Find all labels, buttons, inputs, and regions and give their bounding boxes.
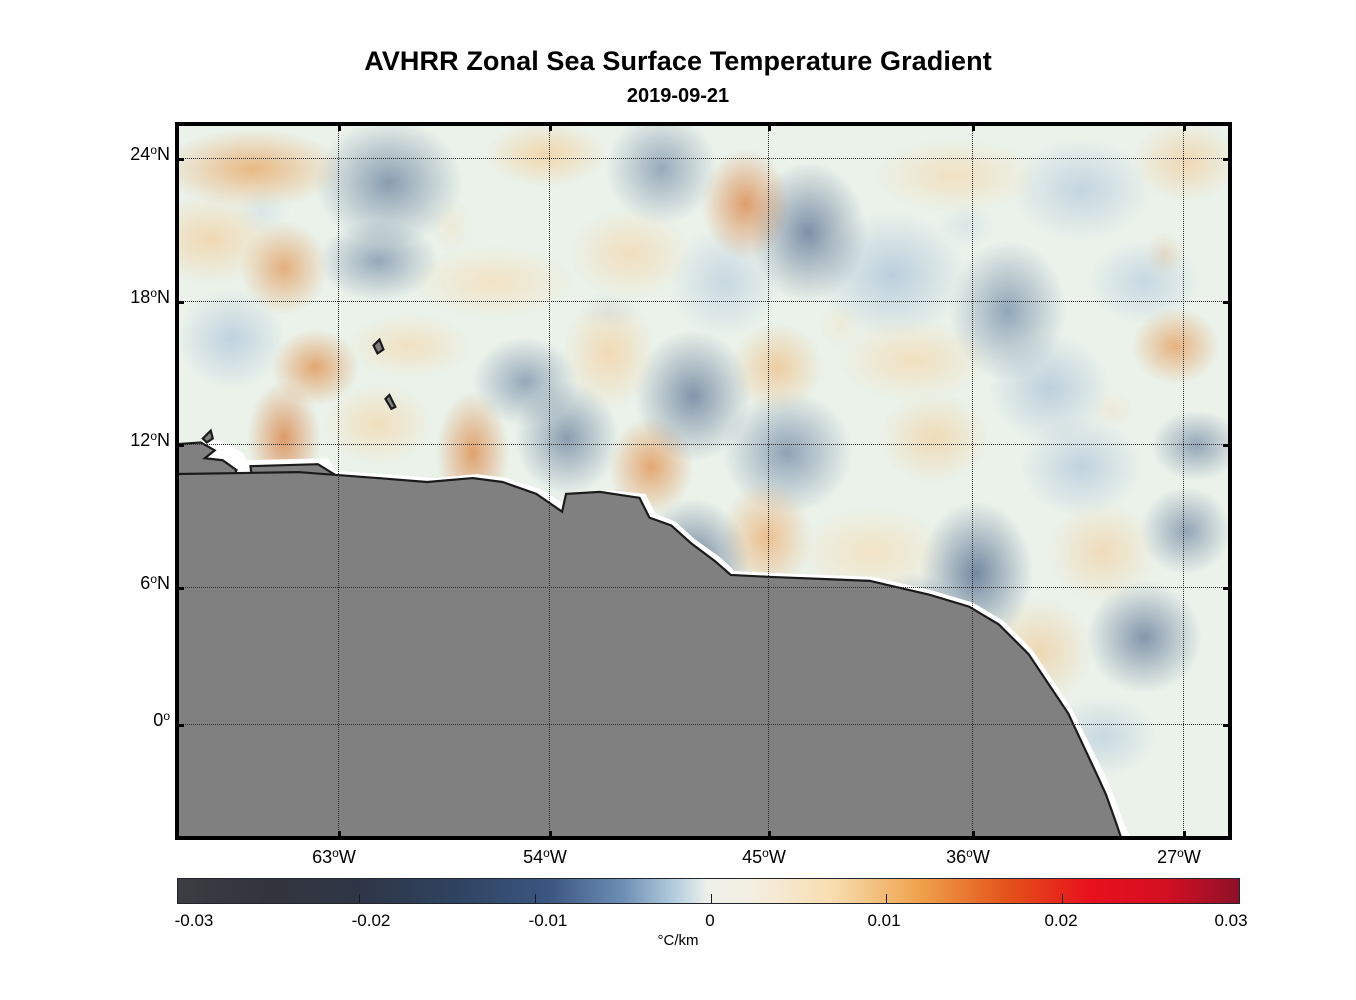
colorbar-gradient bbox=[177, 878, 1240, 904]
ytick-left-18n bbox=[179, 301, 184, 304]
ytick-left-0 bbox=[179, 724, 184, 727]
colorbar-tick-0 bbox=[710, 894, 712, 903]
colorbar-tick-0.01 bbox=[886, 894, 888, 903]
ytick-label-0: 0o bbox=[153, 709, 170, 730]
ytick-right-24n bbox=[1223, 158, 1228, 161]
map-panel[interactable] bbox=[175, 122, 1232, 840]
xtick-label-45w: 45oW bbox=[742, 846, 786, 867]
ytick-right-18n bbox=[1223, 301, 1228, 304]
colorbar-label-0.02: 0.02 bbox=[1044, 911, 1078, 930]
xtick-top-63w bbox=[338, 126, 341, 131]
xtick-label-54w: 54oW bbox=[523, 846, 567, 867]
xtick-bottom-27w bbox=[1183, 831, 1186, 836]
colorbar-label-0: 0 bbox=[705, 911, 715, 930]
xtick-bottom-54w bbox=[549, 831, 552, 836]
map-field-area bbox=[179, 126, 1228, 836]
xtick-top-36w bbox=[972, 126, 975, 131]
page-title: AVHRR Zonal Sea Surface Temperature Grad… bbox=[364, 46, 992, 76]
ytick-label-18n: 18oN bbox=[130, 286, 170, 307]
colorbar-tick--0.01 bbox=[535, 894, 537, 903]
ytick-right-0 bbox=[1223, 724, 1228, 727]
colorbar-label--0.01: -0.01 bbox=[528, 911, 568, 930]
ytick-label-12n: 12oN bbox=[130, 429, 170, 450]
xtick-top-54w bbox=[549, 126, 552, 131]
date-subtitle: 2019-09-21 bbox=[626, 85, 730, 107]
xtick-top-45w bbox=[768, 126, 771, 131]
ytick-left-24n bbox=[179, 158, 184, 161]
colorbar-label-0.03: 0.03 bbox=[1214, 911, 1248, 930]
xtick-label-27w: 27oW bbox=[1157, 846, 1201, 867]
ytick-label-24n: 24oN bbox=[130, 143, 170, 164]
colorbar-tick-0.02 bbox=[1062, 894, 1064, 903]
ytick-right-12n bbox=[1223, 444, 1228, 447]
xtick-label-63w: 63oW bbox=[312, 846, 356, 867]
land-mask-layer bbox=[179, 126, 1228, 836]
ytick-label-6n: 6oN bbox=[140, 572, 170, 593]
colorbar-unit-label: °C/km bbox=[657, 932, 699, 949]
xtick-label-36w: 36oW bbox=[946, 846, 990, 867]
xtick-bottom-63w bbox=[338, 831, 341, 836]
ytick-right-6n bbox=[1223, 587, 1228, 590]
ytick-left-6n bbox=[179, 587, 184, 590]
colorbar-label--0.03: -0.03 bbox=[174, 911, 214, 930]
xtick-top-27w bbox=[1183, 126, 1186, 131]
colorbar[interactable] bbox=[177, 878, 1240, 904]
colorbar-label--0.02: -0.02 bbox=[351, 911, 391, 930]
title-block: AVHRR Zonal Sea Surface Temperature Grad… bbox=[0, 44, 1356, 110]
ytick-left-12n bbox=[179, 444, 184, 447]
xtick-bottom-45w bbox=[768, 831, 771, 836]
xtick-bottom-36w bbox=[972, 831, 975, 836]
colorbar-tick--0.02 bbox=[358, 894, 360, 903]
colorbar-label-0.01: 0.01 bbox=[867, 911, 901, 930]
